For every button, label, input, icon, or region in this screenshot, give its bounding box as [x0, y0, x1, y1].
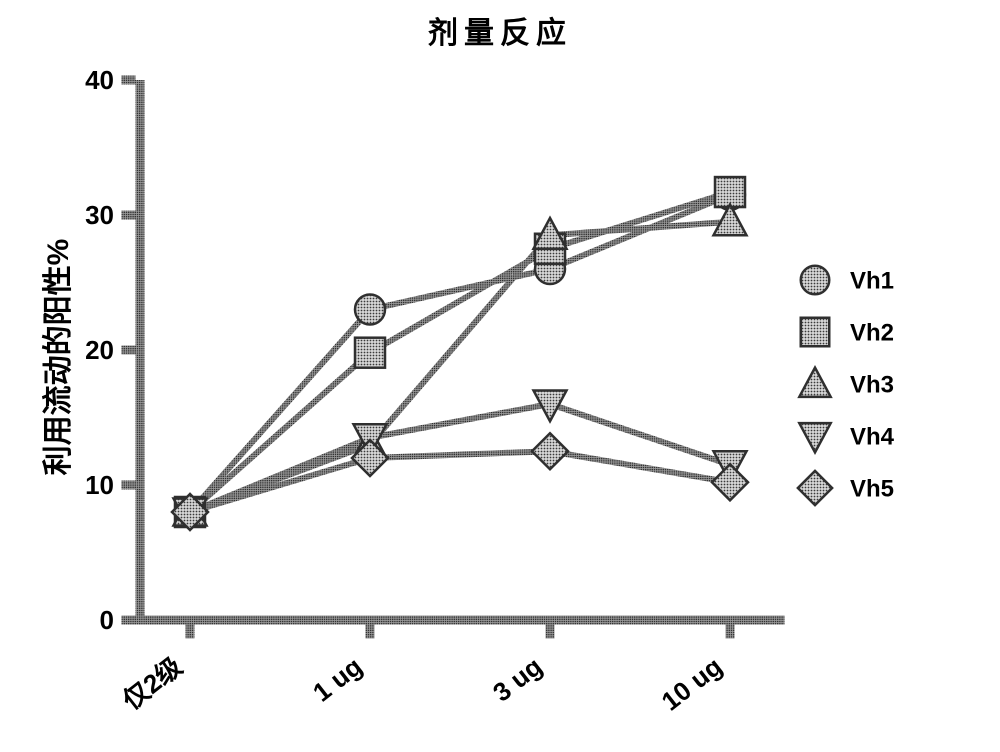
- svg-text:Vh1: Vh1: [850, 267, 894, 294]
- svg-text:Vh3: Vh3: [850, 371, 894, 398]
- svg-text:40: 40: [85, 65, 114, 95]
- dose-response-chart: 剂量反应 利用流动的阳性% 010203040仅2级1 ug3 ug10 ugV…: [0, 0, 1000, 752]
- svg-text:Vh2: Vh2: [850, 319, 894, 346]
- svg-text:1 ug: 1 ug: [307, 651, 368, 708]
- svg-text:Vh5: Vh5: [850, 475, 894, 502]
- svg-text:0: 0: [100, 605, 114, 635]
- chart-canvas: 0 10 20 30 40 仅2级 1 ug 3 ug 10 ug Vh1 Vh2 Vh3 Vh4 Vh5: [0, 0, 1000, 752]
- svg-text:仅2级: 仅2级: [117, 651, 188, 716]
- svg-text:30: 30: [85, 200, 114, 230]
- svg-text:20: 20: [85, 335, 114, 365]
- svg-text:10: 10: [85, 470, 114, 500]
- svg-text:10 ug: 10 ug: [656, 651, 728, 716]
- svg-text:Vh4: Vh4: [850, 423, 895, 450]
- svg-text:3 ug: 3 ug: [487, 651, 548, 708]
